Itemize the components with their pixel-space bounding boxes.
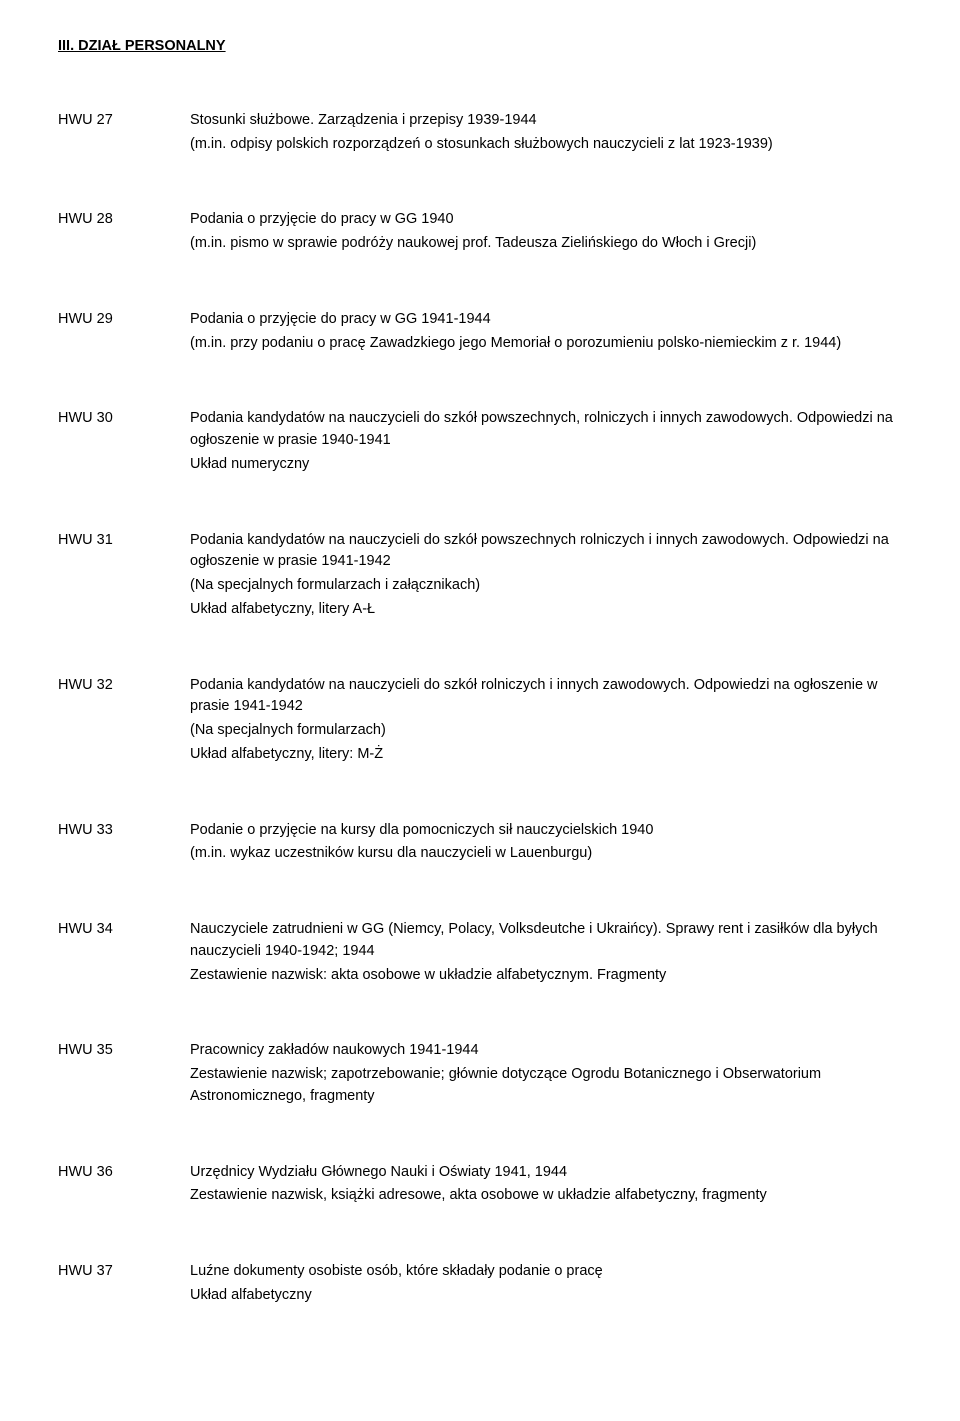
entry-line: (Na specjalnych formularzach) bbox=[190, 720, 902, 742]
entry-body: Podania kandydatów na nauczycieli do szk… bbox=[190, 408, 902, 477]
entry-line: Układ numeryczny bbox=[190, 454, 902, 476]
entry-line: Zestawienie nazwisk, książki adresowe, a… bbox=[190, 1185, 902, 1207]
entry-id: HWU 35 bbox=[58, 1040, 190, 1062]
entry-id: HWU 34 bbox=[58, 919, 190, 941]
entry-line: Podania kandydatów na nauczycieli do szk… bbox=[190, 408, 902, 452]
entry-id: HWU 37 bbox=[58, 1261, 190, 1283]
entry-line: Podania o przyjęcie do pracy w GG 1941-1… bbox=[190, 309, 902, 331]
entry-body: Podania kandydatów na nauczycieli do szk… bbox=[190, 675, 902, 768]
entry-row: HWU 29Podania o przyjęcie do pracy w GG … bbox=[58, 309, 902, 357]
entry-row: HWU 27Stosunki służbowe. Zarządzenia i p… bbox=[58, 110, 902, 158]
entry-id: HWU 30 bbox=[58, 408, 190, 430]
entry-row: HWU 34Nauczyciele zatrudnieni w GG (Niem… bbox=[58, 919, 902, 988]
entry-line: Podanie o przyjęcie na kursy dla pomocni… bbox=[190, 820, 902, 842]
entry-line: Układ alfabetyczny, litery A-Ł bbox=[190, 599, 902, 621]
entry-body: Nauczyciele zatrudnieni w GG (Niemcy, Po… bbox=[190, 919, 902, 988]
entry-line: Stosunki służbowe. Zarządzenia i przepis… bbox=[190, 110, 902, 132]
entry-line: Układ alfabetyczny, litery: M-Ż bbox=[190, 744, 902, 766]
entry-id: HWU 36 bbox=[58, 1162, 190, 1184]
entry-row: HWU 35Pracownicy zakładów naukowych 1941… bbox=[58, 1040, 902, 1109]
entry-body: Pracownicy zakładów naukowych 1941-1944Z… bbox=[190, 1040, 902, 1109]
entry-line: Luźne dokumenty osobiste osób, które skł… bbox=[190, 1261, 902, 1283]
entry-body: Podania o przyjęcie do pracy w GG 1940(m… bbox=[190, 209, 902, 257]
entry-line: Urzędnicy Wydziału Głównego Nauki i Oświ… bbox=[190, 1162, 902, 1184]
entry-row: HWU 28Podania o przyjęcie do pracy w GG … bbox=[58, 209, 902, 257]
entry-line: Podania kandydatów na nauczycieli do szk… bbox=[190, 530, 902, 574]
entry-row: HWU 30Podania kandydatów na nauczycieli … bbox=[58, 408, 902, 477]
entry-line: Nauczyciele zatrudnieni w GG (Niemcy, Po… bbox=[190, 919, 902, 963]
entry-row: HWU 33Podanie o przyjęcie na kursy dla p… bbox=[58, 820, 902, 868]
entry-line: Zestawienie nazwisk: akta osobowe w ukła… bbox=[190, 965, 902, 987]
section-title: III. DZIAŁ PERSONALNY bbox=[58, 36, 902, 58]
entry-id: HWU 31 bbox=[58, 530, 190, 552]
entry-id: HWU 29 bbox=[58, 309, 190, 331]
entry-id: HWU 33 bbox=[58, 820, 190, 842]
entry-body: Podania kandydatów na nauczycieli do szk… bbox=[190, 530, 902, 623]
entry-body: Urzędnicy Wydziału Głównego Nauki i Oświ… bbox=[190, 1162, 902, 1210]
entry-row: HWU 36Urzędnicy Wydziału Głównego Nauki … bbox=[58, 1162, 902, 1210]
entry-line: (m.in. wykaz uczestników kursu dla naucz… bbox=[190, 843, 902, 865]
entry-line: (Na specjalnych formularzach i załącznik… bbox=[190, 575, 902, 597]
entry-id: HWU 32 bbox=[58, 675, 190, 697]
entry-body: Podanie o przyjęcie na kursy dla pomocni… bbox=[190, 820, 902, 868]
entry-id: HWU 28 bbox=[58, 209, 190, 231]
entry-line: (m.in. pismo w sprawie podróży naukowej … bbox=[190, 233, 902, 255]
entry-body: Podania o przyjęcie do pracy w GG 1941-1… bbox=[190, 309, 902, 357]
entries-list: HWU 27Stosunki służbowe. Zarządzenia i p… bbox=[58, 110, 902, 1309]
entry-line: Podania o przyjęcie do pracy w GG 1940 bbox=[190, 209, 902, 231]
entry-line: (m.in. przy podaniu o pracę Zawadzkiego … bbox=[190, 333, 902, 355]
entry-body: Luźne dokumenty osobiste osób, które skł… bbox=[190, 1261, 902, 1309]
entry-id: HWU 27 bbox=[58, 110, 190, 132]
entry-row: HWU 37Luźne dokumenty osobiste osób, któ… bbox=[58, 1261, 902, 1309]
entry-line: Podania kandydatów na nauczycieli do szk… bbox=[190, 675, 902, 719]
entry-line: (m.in. odpisy polskich rozporządzeń o st… bbox=[190, 134, 902, 156]
entry-body: Stosunki służbowe. Zarządzenia i przepis… bbox=[190, 110, 902, 158]
entry-line: Pracownicy zakładów naukowych 1941-1944 bbox=[190, 1040, 902, 1062]
entry-row: HWU 32Podania kandydatów na nauczycieli … bbox=[58, 675, 902, 768]
entry-line: Układ alfabetyczny bbox=[190, 1285, 902, 1307]
entry-line: Zestawienie nazwisk; zapotrzebowanie; gł… bbox=[190, 1064, 902, 1108]
entry-row: HWU 31Podania kandydatów na nauczycieli … bbox=[58, 530, 902, 623]
